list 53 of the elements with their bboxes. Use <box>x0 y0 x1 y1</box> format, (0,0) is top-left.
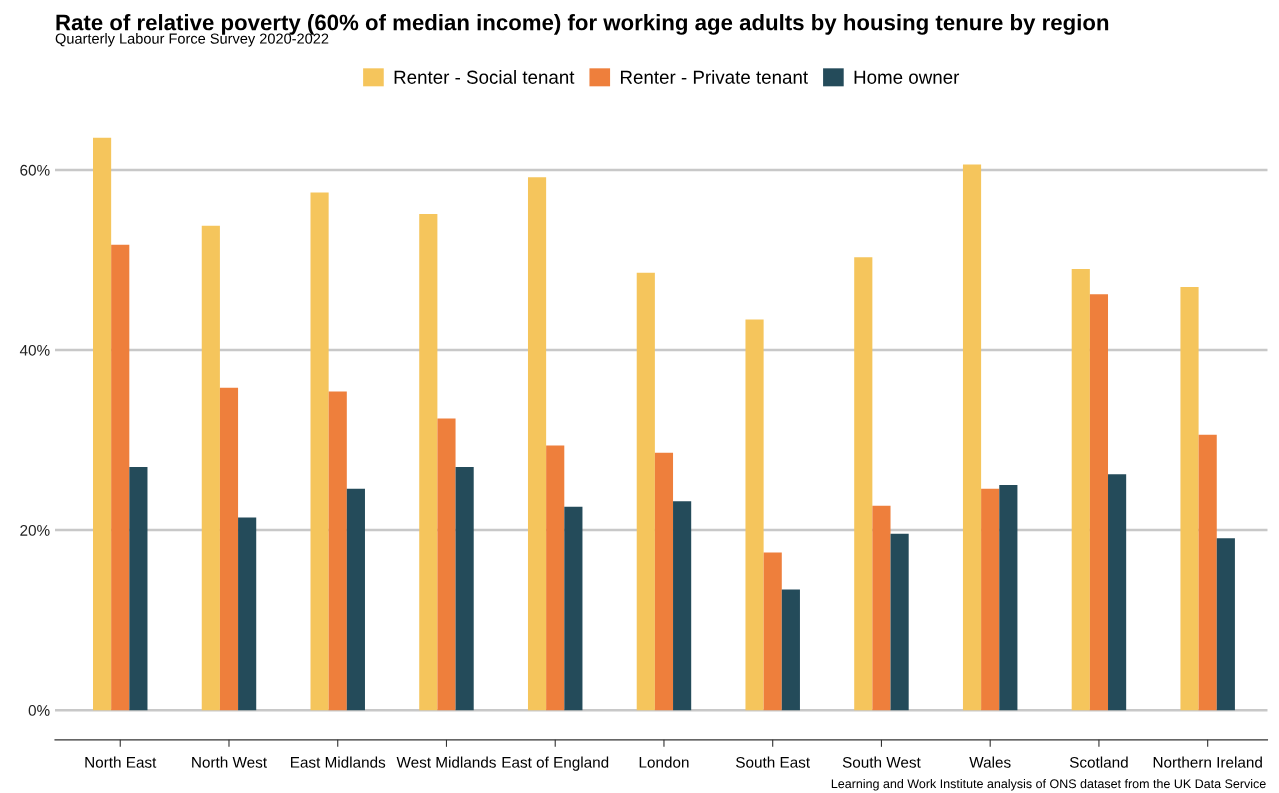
bar <box>1198 434 1217 711</box>
y-tick-label: 40% <box>19 344 50 356</box>
bar <box>890 533 909 711</box>
bar <box>455 467 474 711</box>
x-tick-label: West Midlands <box>396 756 496 768</box>
x-tick-label: North East <box>85 756 157 768</box>
bar <box>219 387 239 711</box>
x-tick-label: Northern Ireland <box>1153 756 1262 768</box>
bar <box>999 485 1018 711</box>
bar <box>129 467 148 711</box>
x-tick-label: South West <box>842 756 921 768</box>
bar <box>328 391 347 711</box>
bar <box>111 244 130 711</box>
bar <box>546 445 565 711</box>
bar <box>962 164 982 711</box>
x-tick-label: North West <box>192 756 267 768</box>
bar <box>1216 538 1235 711</box>
bar <box>310 192 329 711</box>
x-tick-label: East Midlands <box>291 756 386 768</box>
bar <box>1180 287 1199 711</box>
bar <box>201 225 220 711</box>
legend-label: Renter - Private tenant <box>620 70 808 84</box>
y-tick-label: 20% <box>20 524 50 536</box>
bar <box>745 319 764 711</box>
bar <box>763 552 782 711</box>
bar <box>854 257 873 711</box>
bar <box>673 501 692 711</box>
bar <box>781 589 800 711</box>
y-tick-label: 0% <box>28 705 50 716</box>
bar <box>93 137 112 711</box>
bar <box>654 452 674 711</box>
bar <box>346 488 365 711</box>
bar <box>437 418 456 711</box>
y-tick-label: 60% <box>20 164 50 176</box>
legend-label: Renter - Social tenant <box>394 70 575 84</box>
bar <box>981 488 1000 711</box>
chart-subtitle: Quarterly Labour Force Survey 2020-2022 <box>55 33 329 47</box>
bar <box>636 272 655 711</box>
x-tick-label: Scotland <box>1069 756 1128 768</box>
bar <box>527 177 547 711</box>
legend-label: Home owner <box>854 70 960 84</box>
x-tick-label: East of England <box>502 756 609 771</box>
bar <box>564 506 583 711</box>
x-tick-label: London <box>639 756 689 768</box>
bar <box>872 505 891 711</box>
x-tick-label: South East <box>736 756 810 768</box>
bar <box>419 214 438 711</box>
bar <box>1071 269 1090 711</box>
text: Learning and Work Institute analysis of ONS dataset from the UK Data Service <box>831 778 1266 791</box>
x-tick-label: Wales <box>969 756 1011 768</box>
bar <box>238 517 257 711</box>
bar <box>1089 294 1109 711</box>
bar <box>1108 474 1127 711</box>
